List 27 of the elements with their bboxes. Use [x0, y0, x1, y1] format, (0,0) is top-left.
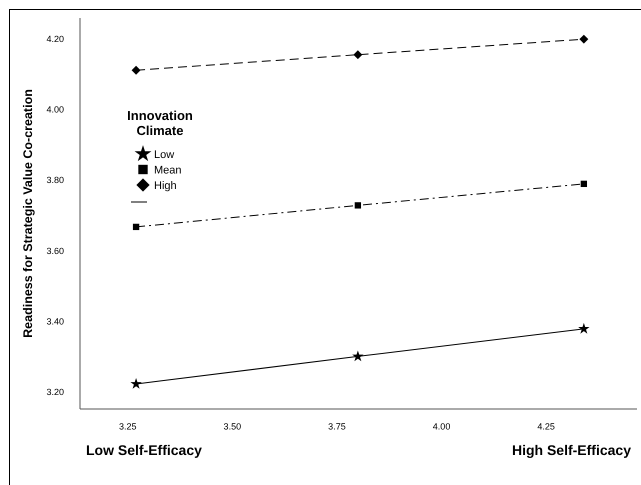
y-axis-title: Readiness for Strategic Value Co-creation — [21, 89, 35, 338]
point — [352, 350, 364, 362]
y-tick-label: 3.80 — [46, 175, 64, 186]
text: Low Self-Efficacy — [86, 442, 202, 458]
x-tick-label: 4.00 — [432, 421, 450, 432]
x-tick-label: 4.25 — [537, 421, 555, 432]
legend-label: High — [154, 180, 177, 192]
point — [353, 50, 362, 60]
point — [130, 378, 142, 389]
point — [132, 66, 141, 75]
point — [132, 224, 140, 230]
x-tick-label: 3.50 — [224, 421, 242, 432]
legend-label: Low — [154, 149, 174, 161]
y-tick-label: 4.20 — [46, 34, 64, 44]
point — [579, 34, 588, 44]
x-tick-label: 3.25 — [118, 421, 136, 432]
x-tick-label: 3.75 — [328, 421, 346, 432]
legend-label: Mean — [154, 164, 182, 176]
y-tick-label: 3.40 — [46, 316, 64, 326]
point — [580, 180, 588, 188]
y-tick-label: 3.20 — [46, 386, 64, 397]
text: High Self-Efficacy — [512, 442, 632, 458]
point — [578, 322, 590, 334]
point — [354, 202, 362, 209]
y-tick-label: 3.60 — [46, 246, 64, 256]
legend-title: Innovation Climate — [127, 108, 193, 138]
y-tick-label: 4.00 — [46, 104, 64, 115]
